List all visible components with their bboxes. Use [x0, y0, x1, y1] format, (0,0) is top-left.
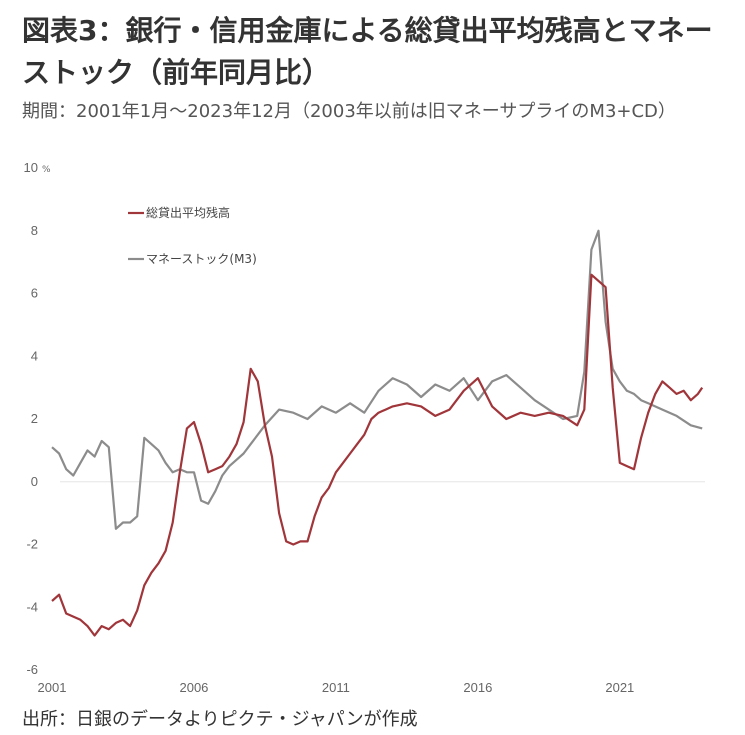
series-line — [51, 229, 703, 530]
y-tick-label: 4 — [31, 348, 38, 363]
legend-label: 総貸出平均残高 — [146, 205, 230, 220]
y-tick-label: 2 — [31, 411, 38, 426]
y-tick-label: 6 — [31, 286, 38, 301]
y-tick-label: -4 — [26, 599, 38, 614]
y-tick-label: -6 — [26, 662, 38, 677]
y-tick-label: 8 — [31, 223, 38, 238]
x-tick-label: 2016 — [463, 680, 492, 695]
x-tick-label: 2021 — [605, 680, 634, 695]
x-tick-label: 2011 — [322, 680, 350, 695]
chart-title: 図表3：銀行・信用金庫による総貸出平均残高とマネーストック（前年同月比） — [22, 14, 713, 89]
x-tick-label: 2001 — [38, 680, 67, 695]
y-axis-ticks: -6 -4 -2 0 2 4 6 8 10% — [24, 160, 51, 677]
legend-label: マネーストック(M3) — [146, 252, 257, 266]
series-line — [51, 273, 704, 637]
source-note: 出所：日銀のデータよりピクテ・ジャパンが作成 — [22, 709, 418, 730]
x-axis-ticks: 2001 2006 2011 2016 2021 — [38, 680, 635, 695]
y-tick-label: 10 — [24, 160, 38, 175]
y-tick-label: -2 — [26, 537, 38, 552]
chart-subtitle: 期間：2001年1月～2023年12月（2003年以前は旧マネーサプライのM3+… — [22, 101, 676, 122]
line-chart: -6 -4 -2 0 2 4 6 8 10% 2001 2006 2011 2016 2021 総貸出平… — [24, 160, 705, 695]
y-axis-unit: % — [42, 165, 51, 175]
x-tick-label: 2006 — [179, 680, 208, 695]
series-lines — [51, 229, 704, 637]
y-tick-label: 0 — [31, 474, 38, 489]
